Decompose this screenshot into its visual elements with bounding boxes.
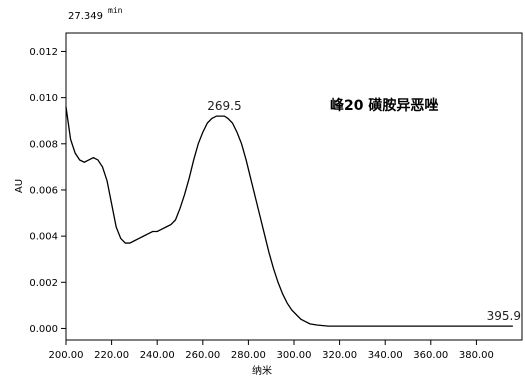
x-tick-label: 220.00 bbox=[94, 350, 129, 361]
x-tick-label: 200.00 bbox=[49, 350, 84, 361]
y-tick-label: 0.000 bbox=[29, 324, 58, 335]
x-tick-label: 340.00 bbox=[368, 350, 403, 361]
x-tick-label: 380.00 bbox=[459, 350, 494, 361]
x-tick-label: 280.00 bbox=[231, 350, 266, 361]
x-tick-label: 300.00 bbox=[277, 350, 312, 361]
x-axis-title: 纳米 bbox=[252, 364, 272, 377]
y-tick-label: 0.012 bbox=[29, 47, 58, 58]
x-tick-label: 240.00 bbox=[140, 350, 175, 361]
x-tick-label: 320.00 bbox=[322, 350, 357, 361]
y-tick-label: 0.006 bbox=[29, 185, 58, 196]
x-axis: 200.00 220.00 240.00 260.00 280.00 300.00 320.… bbox=[49, 340, 494, 361]
y-axis: 0.000 0.002 0.004 0.006 0.008 0.010 0.012 bbox=[29, 47, 66, 335]
header-label: 27.349 bbox=[68, 11, 103, 22]
x-tick-label: 360.00 bbox=[413, 350, 448, 361]
x-tick-label: 260.00 bbox=[185, 350, 220, 361]
y-tick-label: 0.004 bbox=[29, 232, 58, 243]
y-axis-title: AU bbox=[14, 179, 25, 193]
y-tick-label: 0.002 bbox=[29, 278, 58, 289]
plot-frame bbox=[65, 32, 523, 341]
peak-label: 269.5 bbox=[207, 99, 241, 113]
peak-label: 395.9 bbox=[487, 309, 521, 323]
peak-labels: 269.5 395.9 bbox=[207, 99, 521, 323]
y-tick-label: 0.008 bbox=[29, 139, 58, 150]
peak-annotation: 峰20 磺胺异恶唑 bbox=[330, 97, 438, 114]
header-unit: min bbox=[108, 6, 123, 15]
spectrum-line bbox=[65, 106, 513, 327]
y-tick-label: 0.010 bbox=[29, 93, 58, 104]
